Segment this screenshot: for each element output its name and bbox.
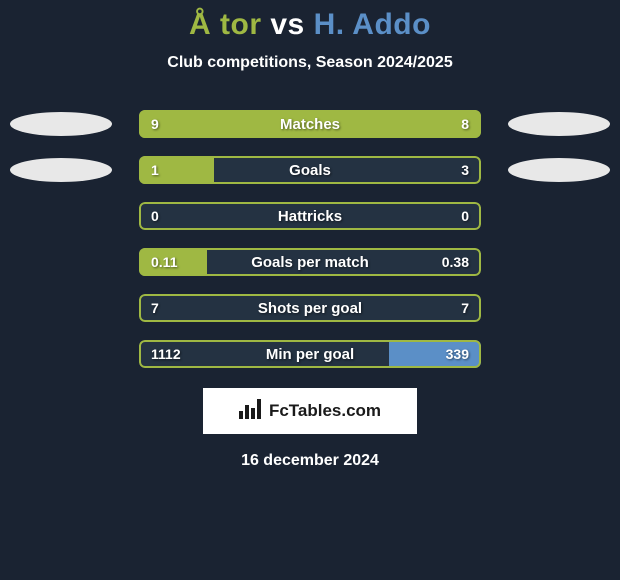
stat-row: 0.110.38Goals per match: [0, 248, 620, 276]
logo-text: FcTables.com: [269, 401, 381, 421]
page-title: Å tor vs H. Addo: [0, 8, 620, 42]
stat-row: 98Matches: [0, 110, 620, 138]
stat-label: Hattricks: [139, 202, 481, 230]
team-marker-right: [508, 112, 610, 136]
stat-row: 13Goals: [0, 156, 620, 184]
stat-rows: 98Matches 13Goals 00Hattricks 0.110.38Goals…: [0, 110, 620, 368]
stat-label: Min per goal: [139, 340, 481, 368]
team-marker-left: [10, 112, 112, 136]
stat-bar: 1112339Min per goal: [139, 340, 481, 368]
stat-row: 00Hattricks: [0, 202, 620, 230]
team-marker-left: [10, 158, 112, 182]
title-right-player: H. Addo: [314, 8, 431, 41]
subtitle: Club competitions, Season 2024/2025: [0, 54, 620, 72]
stat-bar: 00Hattricks: [139, 202, 481, 230]
stat-bar: 77Shots per goal: [139, 294, 481, 322]
stat-bar: 13Goals: [139, 156, 481, 184]
stat-bar: 98Matches: [139, 110, 481, 138]
stat-label: Matches: [139, 110, 481, 138]
stat-row: 1112339Min per goal: [0, 340, 620, 368]
date-label: 16 december 2024: [0, 452, 620, 470]
team-marker-right: [508, 158, 610, 182]
stat-label: Goals per match: [139, 248, 481, 276]
stat-row: 77Shots per goal: [0, 294, 620, 322]
bar-chart-icon: [239, 399, 263, 424]
stat-bar: 0.110.38Goals per match: [139, 248, 481, 276]
comparison-card: Å tor vs H. Addo Club competitions, Seas…: [0, 0, 620, 470]
stat-label: Goals: [139, 156, 481, 184]
title-vs: vs: [262, 8, 314, 41]
stat-label: Shots per goal: [139, 294, 481, 322]
logo-box[interactable]: FcTables.com: [203, 388, 417, 434]
title-left-player: Å tor: [189, 8, 262, 41]
